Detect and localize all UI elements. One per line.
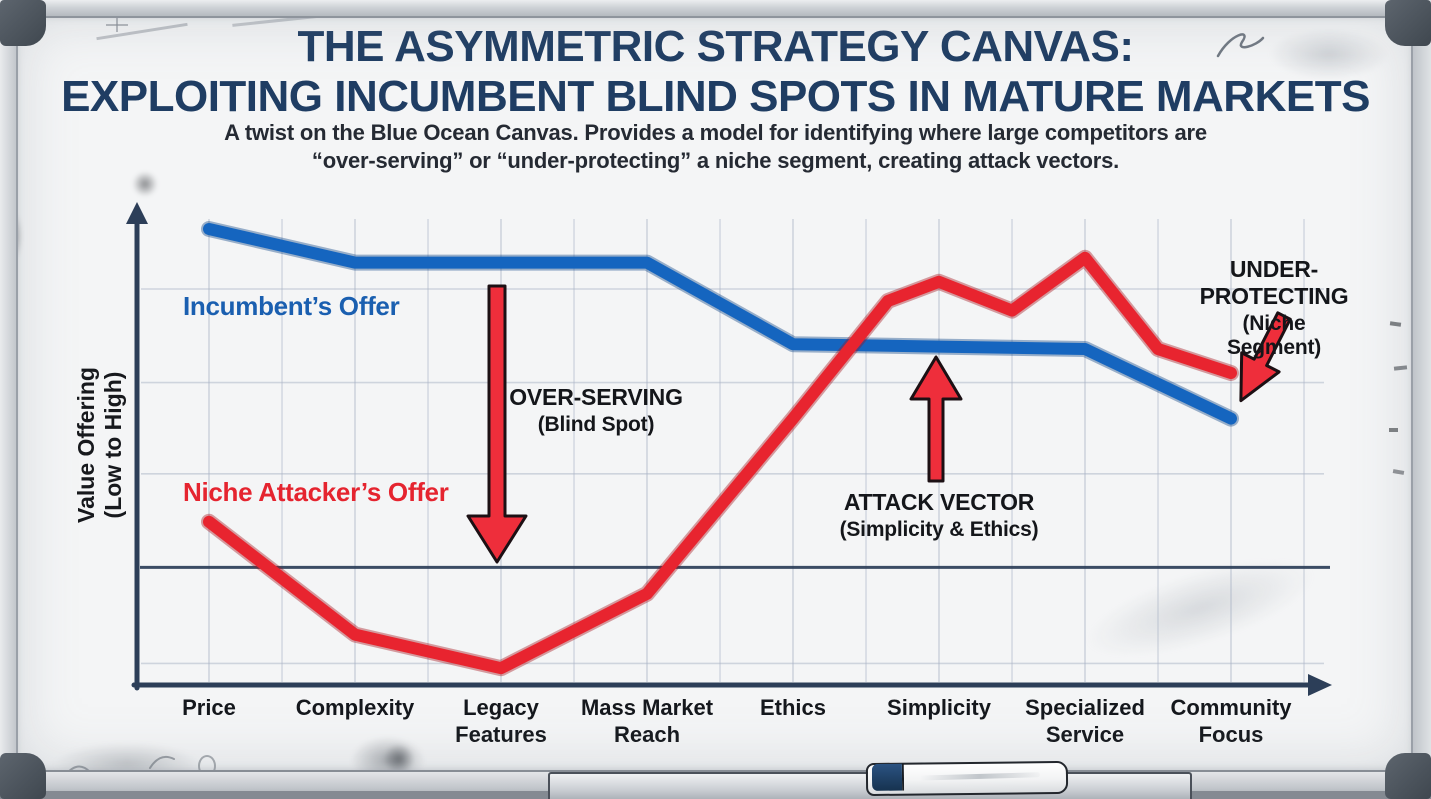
x-axis-arrowhead bbox=[1308, 674, 1332, 696]
annotation-attack-vector-title: ATTACK VECTOR bbox=[843, 489, 1035, 515]
category-label: Community Focus bbox=[1170, 695, 1292, 747]
annotation-arrows bbox=[466, 284, 1292, 564]
corner-cap-bottom-right bbox=[1385, 753, 1431, 799]
under-protecting-diagonal-arrow bbox=[1239, 311, 1292, 403]
page-title-line2: EXPLOITING INCUMBENT BLIND SPOTS IN MATU… bbox=[61, 72, 1370, 121]
annotation-under-protecting: UNDER-PROTECTING (Niche Segment) bbox=[1196, 256, 1353, 360]
marker-reflection bbox=[919, 772, 1041, 781]
category-label: Ethics bbox=[759, 695, 827, 720]
annotation-attack-vector: ATTACK VECTOR (Simplicity & Ethics) bbox=[840, 489, 1039, 542]
annotation-over-serving-subtitle: (Blind Spot) bbox=[537, 413, 655, 436]
category-label: Simplicity bbox=[887, 695, 991, 720]
y-axis-label-line2: (Low to High) bbox=[100, 371, 126, 519]
page-subtitle-line2: “over-serving” or “under-protecting” a n… bbox=[311, 148, 1120, 173]
y-axis-arrowhead bbox=[126, 202, 148, 224]
over-serving-down-arrow bbox=[466, 284, 528, 564]
frame-top bbox=[0, 0, 1431, 18]
annotation-under-protecting-title: UNDER-PROTECTING bbox=[1199, 256, 1349, 309]
annotation-attack-vector-subtitle: (Simplicity & Ethics) bbox=[839, 518, 1039, 541]
category-label: Legacy Features bbox=[455, 695, 547, 747]
attack-vector-up-arrow bbox=[909, 355, 963, 483]
page-title-line1: THE ASYMMETRIC STRATEGY CANVAS: bbox=[297, 22, 1134, 71]
y-axis-label-line1: Value Offering bbox=[73, 367, 99, 523]
legend-incumbent-offer: Incumbent’s Offer bbox=[183, 291, 400, 321]
frame-left bbox=[0, 0, 18, 799]
annotation-under-protecting-subtitle: (Niche Segment) bbox=[1226, 312, 1322, 359]
legend-niche-attacker-offer: Niche Attacker’s Offer bbox=[183, 477, 449, 507]
annotation-over-serving: OVER-SERVING (Blind Spot) bbox=[509, 384, 683, 437]
category-label: Specialized Service bbox=[1025, 695, 1145, 747]
whiteboard-marker bbox=[865, 760, 1069, 797]
series-incumbent bbox=[201, 221, 1239, 427]
axes bbox=[126, 202, 1332, 696]
pen-squiggle bbox=[1216, 33, 1265, 58]
page-subtitle-line1: A twist on the Blue Ocean Canvas. Provid… bbox=[224, 120, 1207, 145]
annotation-over-serving-title: OVER-SERVING bbox=[509, 384, 683, 410]
y-axis-label: Value Offering (Low to High) bbox=[73, 367, 127, 523]
corner-cap-top-right bbox=[1385, 0, 1431, 46]
marker-cap-band bbox=[871, 763, 905, 791]
series-attacker bbox=[201, 249, 1239, 677]
category-label: Price bbox=[182, 695, 236, 720]
category-label: Mass Market Reach bbox=[580, 695, 714, 747]
corner-cap-top-left bbox=[0, 0, 46, 46]
category-label: Complexity bbox=[295, 695, 415, 720]
corner-cap-bottom-left bbox=[0, 753, 46, 799]
frame-right bbox=[1411, 0, 1431, 799]
